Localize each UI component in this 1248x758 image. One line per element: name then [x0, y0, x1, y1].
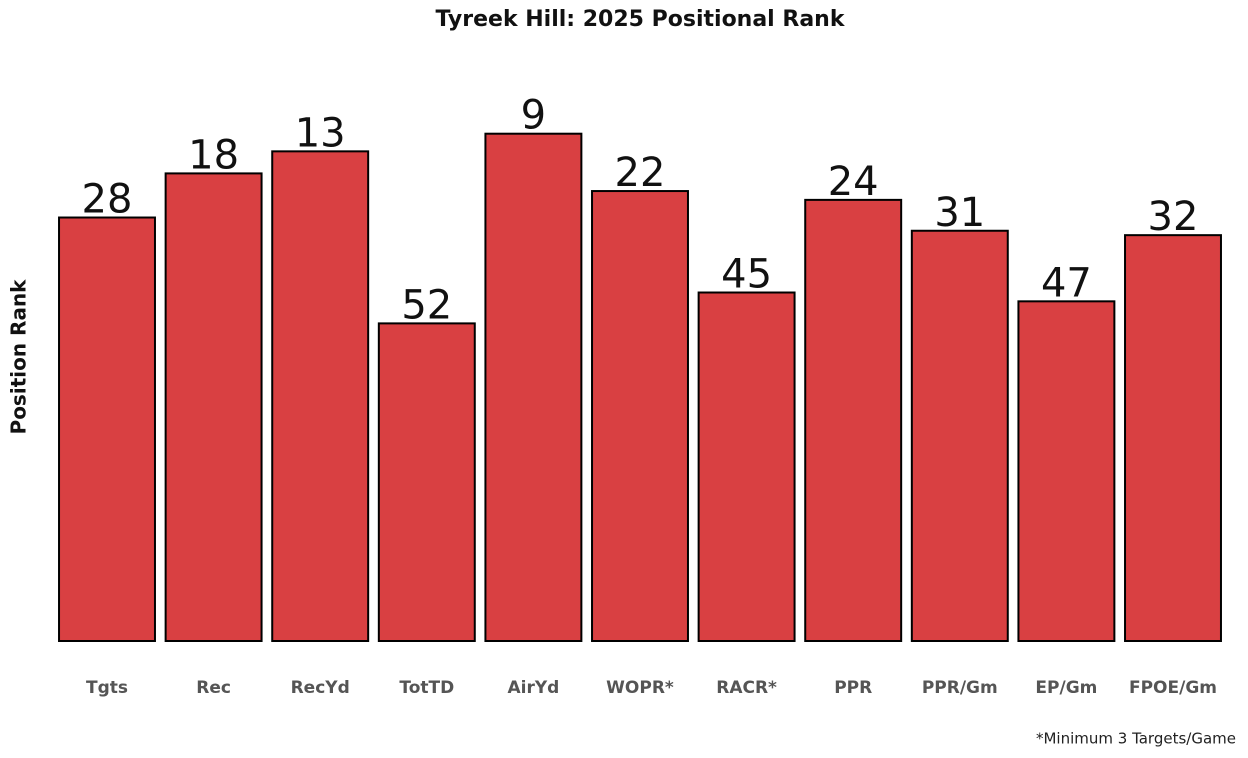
- value-label: 28: [82, 177, 133, 223]
- value-label: 47: [1041, 260, 1092, 306]
- x-tick-label: Tgts: [86, 678, 128, 698]
- y-axis-label: Position Rank: [7, 279, 31, 435]
- bar: [1017, 300, 1116, 642]
- bar: [910, 229, 1009, 642]
- footnote: *Minimum 3 Targets/Game: [1036, 730, 1236, 748]
- value-label: 22: [615, 150, 666, 196]
- value-label: 13: [295, 110, 346, 156]
- x-tick-label: RACR*: [716, 678, 777, 698]
- chart-title: Tyreek Hill: 2025 Positional Rank: [436, 7, 846, 32]
- x-tick-label: RecYd: [291, 678, 350, 698]
- x-tick-label: FPOE/Gm: [1129, 678, 1217, 698]
- bar: [164, 172, 263, 642]
- value-label: 9: [521, 93, 546, 139]
- x-tick-label: WOPR*: [606, 678, 674, 698]
- value-label: 32: [1148, 194, 1199, 240]
- value-label: 18: [188, 132, 239, 178]
- bar: [1124, 234, 1222, 642]
- value-label: 31: [934, 190, 985, 236]
- x-tick-label: PPR: [834, 678, 872, 698]
- x-tick-label: Rec: [196, 678, 231, 698]
- x-tick-label: PPR/Gm: [922, 678, 998, 698]
- value-label: 24: [828, 159, 879, 205]
- bar: [271, 150, 370, 642]
- bar: [377, 322, 476, 642]
- bar: [591, 190, 689, 642]
- bar: [697, 291, 796, 642]
- x-tick-label: AirYd: [507, 678, 559, 698]
- value-label: 52: [401, 282, 452, 328]
- x-tick-label: EP/Gm: [1035, 678, 1097, 698]
- bar: [484, 132, 583, 643]
- x-tick-label: TotTD: [399, 678, 454, 698]
- bar: [58, 216, 156, 642]
- value-label: 45: [721, 252, 772, 298]
- bar: [804, 198, 903, 642]
